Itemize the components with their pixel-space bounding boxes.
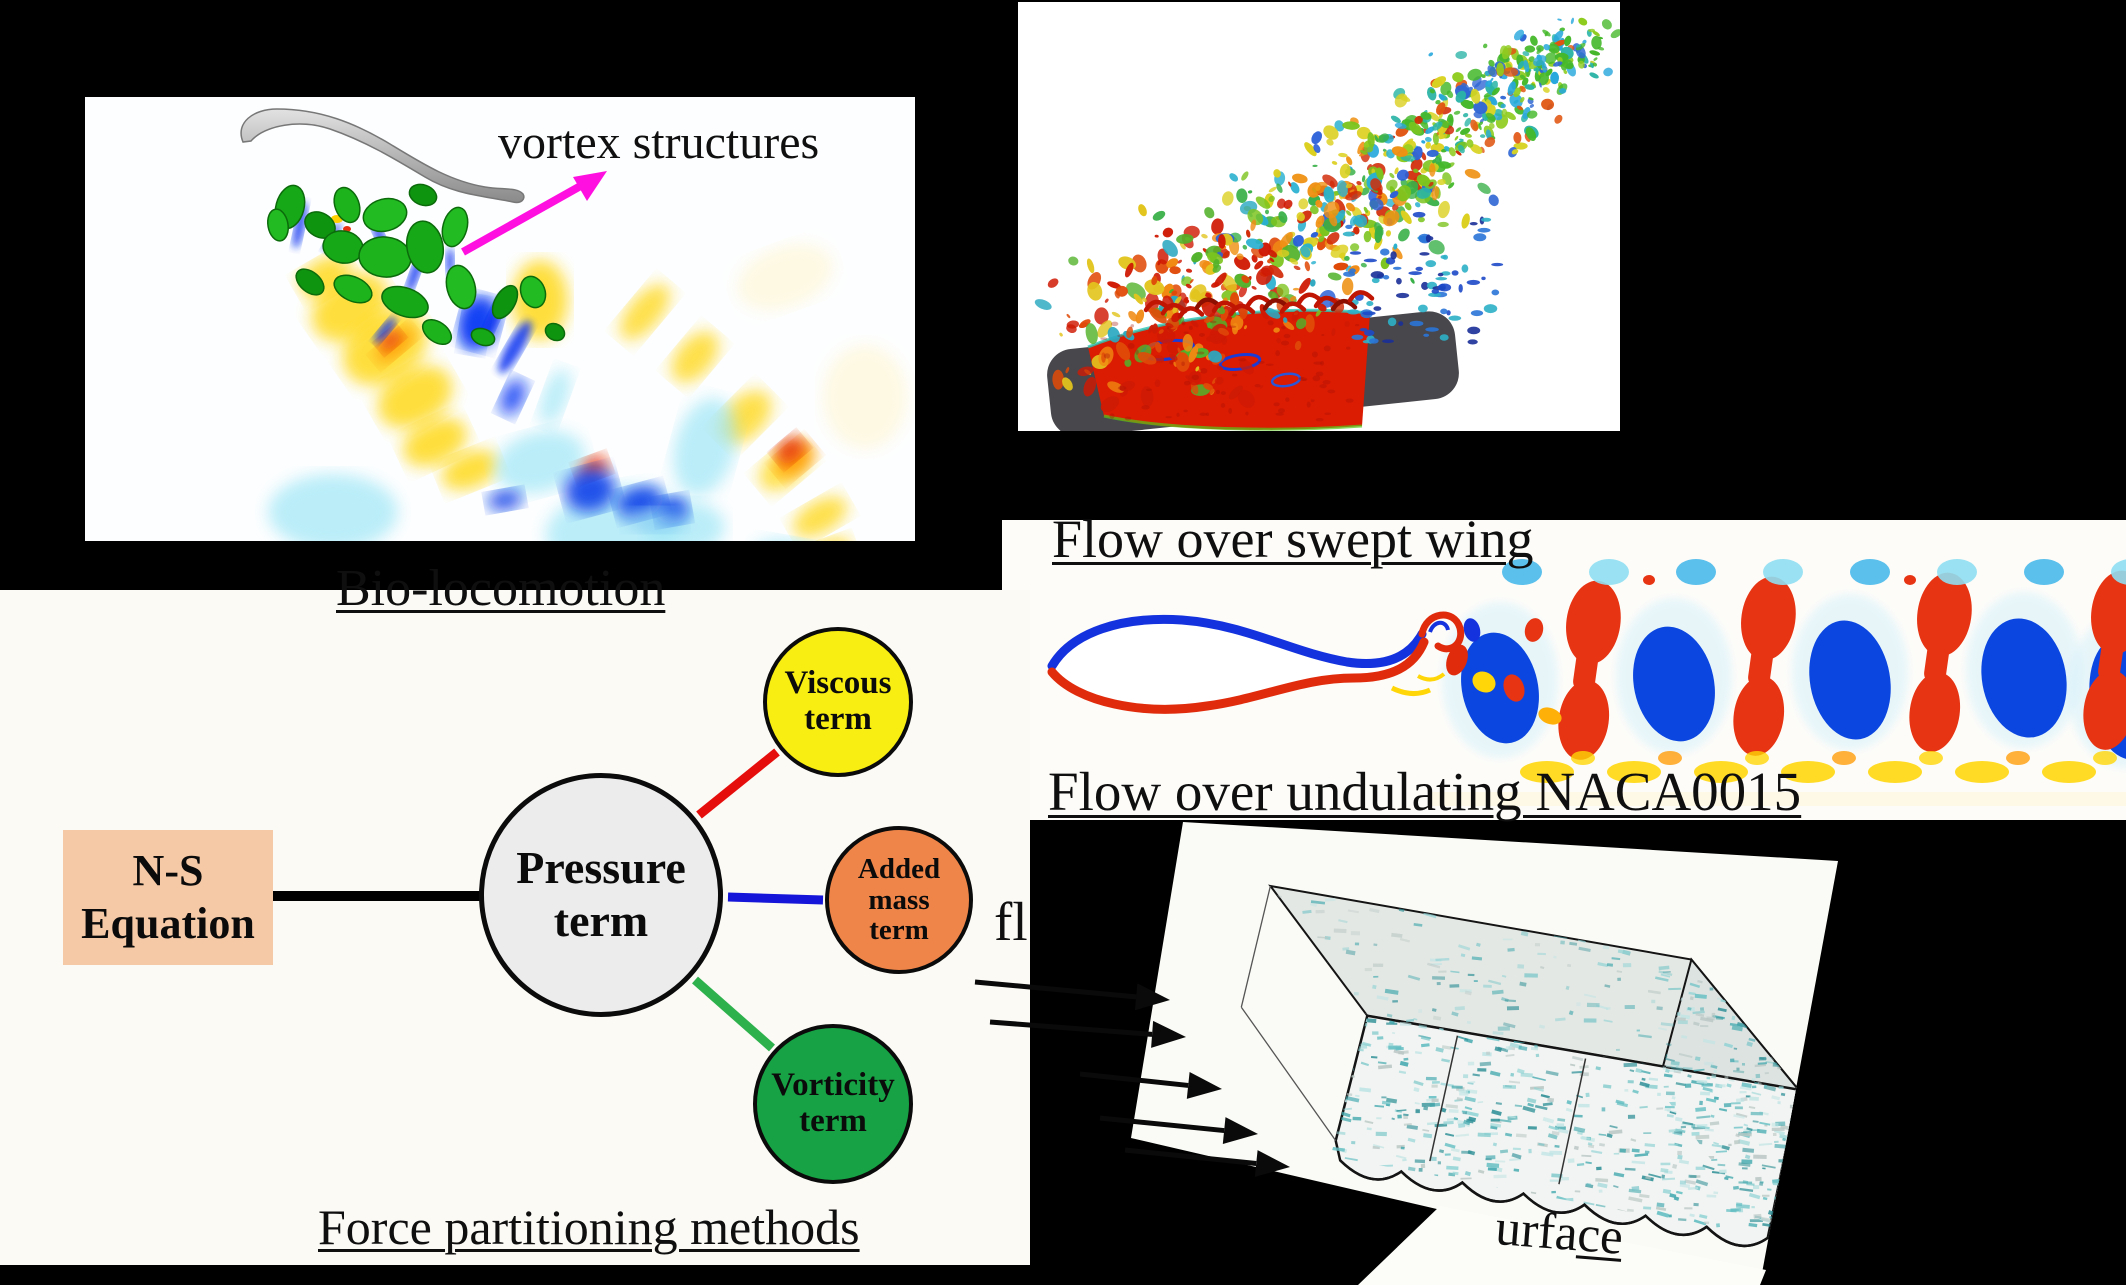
- naca-foil: [1047, 611, 1465, 714]
- vorticity-label-line2: term: [799, 1103, 867, 1139]
- pressure-term-node: Pressure term: [479, 773, 723, 1017]
- vorticity-field: [268, 244, 907, 541]
- vorticity-label-line1: Vorticity: [771, 1067, 895, 1104]
- inflow-label-partial: fl: [994, 891, 1028, 952]
- undulating-naca-panel: [1002, 520, 2126, 820]
- added-mass-label-line1: Added: [857, 853, 941, 886]
- swept-wing-visualization: [1034, 17, 1620, 431]
- leading-edge-vortices: [1143, 290, 1375, 319]
- naca-caption: Flow over undulating NACA0015: [1048, 761, 1802, 822]
- viscous-label-line1: Viscous: [784, 665, 892, 702]
- viscous-term-node: Viscous term: [763, 627, 913, 777]
- viscous-label-line2: term: [804, 701, 872, 737]
- vortex-isosurfaces: [267, 183, 566, 374]
- vorticity-term-node: Vorticity term: [753, 1024, 913, 1184]
- vortex-structures-annotation: vortex structures: [498, 116, 820, 169]
- pressure-label-line1: Pressure: [516, 842, 686, 894]
- swept-wing-panel: [1018, 2, 1620, 431]
- pressure-label-line2: term: [553, 895, 649, 946]
- swimmer-body: [240, 108, 525, 204]
- ns-equation-label-line2: Equation: [81, 898, 255, 948]
- added-mass-term-node: Added mass term: [825, 826, 973, 974]
- added-mass-label-line3: term: [869, 914, 929, 947]
- vortex-structures-arrow-icon: [461, 171, 607, 256]
- bio-locomotion-visualization: [240, 108, 907, 541]
- vortex-wake: [1432, 559, 2126, 806]
- swept-wing-caption: Flow over swept wing: [1052, 509, 1534, 569]
- ns-equation-node: N-S Equation: [63, 830, 273, 965]
- ns-equation-label-line1: N-S: [132, 845, 204, 895]
- force-partitioning-caption: Force partitioning methods: [318, 1199, 860, 1255]
- bio-locomotion-caption: Bio-locomotion: [336, 560, 666, 617]
- rough-surface-caption-partial: urface: [1494, 1200, 1625, 1266]
- rough-caption-part2: ce: [1575, 1206, 1625, 1266]
- bio-locomotion-panel: vortex structures: [85, 97, 915, 541]
- added-mass-label-line2: mass: [868, 883, 930, 916]
- rough-caption-part1: urfa: [1493, 1200, 1580, 1263]
- naca-vortex-street: [1047, 559, 2126, 806]
- turbulence-box: [1240, 884, 1814, 1248]
